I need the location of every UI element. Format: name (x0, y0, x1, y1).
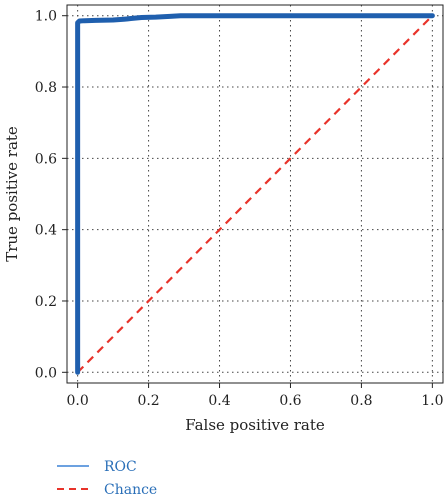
x-tick-label: 0.8 (350, 393, 372, 409)
y-tick-label: 0.4 (35, 223, 57, 239)
x-tick-label: 1.0 (421, 393, 443, 409)
legend: ROC Chance (57, 459, 157, 498)
legend-roc-label: ROC (104, 459, 137, 475)
series-layer (75, 13, 435, 375)
y-tick-label: 1.0 (35, 9, 57, 25)
y-tick-label: 0.8 (35, 80, 57, 96)
x-tick-label: 0.0 (67, 393, 89, 409)
chance-line (76, 14, 434, 374)
y-tick-label: 0.0 (35, 365, 57, 381)
y-tick-label: 0.6 (35, 151, 57, 167)
roc-line (75, 13, 435, 375)
x-axis-label: False positive rate (185, 416, 325, 434)
plot-frame (66, 4, 444, 384)
x-tick-label: 0.6 (279, 393, 301, 409)
x-tick-label: 0.4 (208, 393, 230, 409)
y-tick-label: 0.2 (35, 294, 57, 310)
legend-chance-label: Chance (104, 482, 157, 498)
y-axis-label: True positive rate (3, 126, 21, 262)
x-tick-label: 0.2 (137, 393, 159, 409)
axis-ticks: 0.0 0.2 0.4 0.6 0.8 1.0 0.0 0.2 0.4 0.6 0.8 1.0 (35, 9, 444, 409)
